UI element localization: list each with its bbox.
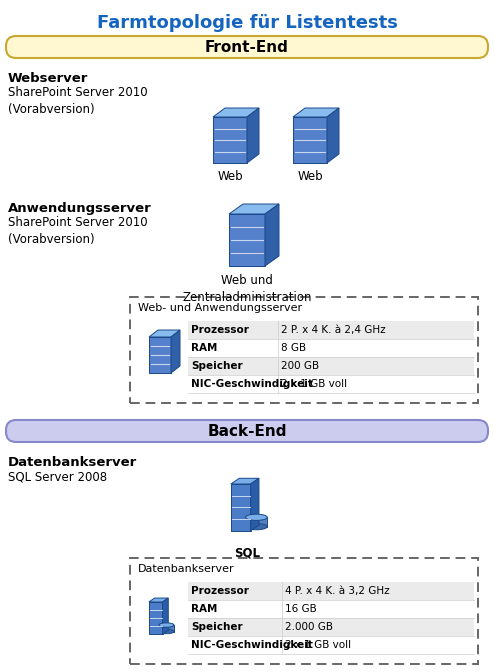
Text: RAM: RAM: [191, 343, 217, 353]
Polygon shape: [265, 204, 279, 266]
FancyBboxPatch shape: [188, 375, 474, 393]
Text: 2 x 1 GB voll: 2 x 1 GB voll: [285, 640, 351, 650]
Text: SQL: SQL: [234, 546, 260, 559]
Text: 8 GB: 8 GB: [281, 343, 306, 353]
Polygon shape: [231, 484, 250, 531]
Polygon shape: [250, 478, 259, 531]
Polygon shape: [149, 337, 171, 373]
Polygon shape: [293, 108, 339, 117]
Text: Web und
Zentraladministration: Web und Zentraladministration: [182, 274, 312, 304]
Polygon shape: [327, 108, 339, 163]
FancyBboxPatch shape: [188, 582, 474, 600]
Text: Speicher: Speicher: [191, 622, 243, 632]
Polygon shape: [231, 478, 259, 484]
Text: SQL Server 2008: SQL Server 2008: [8, 470, 107, 483]
Text: Web: Web: [217, 170, 243, 183]
Text: 16 GB: 16 GB: [285, 604, 317, 614]
Polygon shape: [246, 517, 267, 527]
FancyBboxPatch shape: [130, 297, 478, 403]
Ellipse shape: [159, 630, 174, 634]
Text: Prozessor: Prozessor: [191, 325, 249, 335]
FancyBboxPatch shape: [188, 636, 474, 654]
Text: 4 P. x 4 K. à 3,2 GHz: 4 P. x 4 K. à 3,2 GHz: [285, 586, 390, 596]
Polygon shape: [213, 108, 259, 117]
Text: NIC-Geschwindigkeit: NIC-Geschwindigkeit: [191, 379, 313, 389]
Text: SharePoint Server 2010
(Vorabversion): SharePoint Server 2010 (Vorabversion): [8, 216, 148, 246]
Polygon shape: [213, 117, 247, 163]
Text: Farmtopologie für Listentests: Farmtopologie für Listentests: [96, 14, 398, 32]
Text: 2 x 1 GB voll: 2 x 1 GB voll: [281, 379, 347, 389]
FancyBboxPatch shape: [188, 357, 474, 375]
Text: 200 GB: 200 GB: [281, 361, 319, 371]
Text: Web: Web: [297, 170, 323, 183]
Text: 2 P. x 4 K. à 2,4 GHz: 2 P. x 4 K. à 2,4 GHz: [281, 325, 386, 335]
Text: SharePoint Server 2010
(Vorabversion): SharePoint Server 2010 (Vorabversion): [8, 86, 148, 116]
Text: Back-End: Back-End: [207, 423, 287, 439]
Ellipse shape: [159, 623, 174, 627]
FancyBboxPatch shape: [130, 558, 478, 664]
Text: Prozessor: Prozessor: [191, 586, 249, 596]
Polygon shape: [149, 598, 168, 602]
Text: Datenbankserver: Datenbankserver: [138, 564, 235, 574]
Polygon shape: [149, 602, 163, 634]
FancyBboxPatch shape: [188, 339, 474, 357]
Ellipse shape: [246, 523, 267, 530]
FancyBboxPatch shape: [6, 36, 488, 58]
Polygon shape: [293, 117, 327, 163]
Text: RAM: RAM: [191, 604, 217, 614]
Polygon shape: [171, 330, 180, 373]
Polygon shape: [163, 598, 168, 634]
Polygon shape: [247, 108, 259, 163]
Text: Front-End: Front-End: [205, 40, 289, 54]
Polygon shape: [149, 330, 180, 337]
Polygon shape: [229, 214, 265, 266]
FancyBboxPatch shape: [188, 321, 474, 339]
Text: Datenbankserver: Datenbankserver: [8, 456, 137, 469]
Text: Web- und Anwendungsserver: Web- und Anwendungsserver: [138, 303, 302, 313]
FancyBboxPatch shape: [6, 420, 488, 442]
Text: 2.000 GB: 2.000 GB: [285, 622, 333, 632]
Text: NIC-Geschwindigkeit: NIC-Geschwindigkeit: [191, 640, 313, 650]
Text: Webserver: Webserver: [8, 72, 88, 85]
FancyBboxPatch shape: [188, 600, 474, 618]
Text: Speicher: Speicher: [191, 361, 243, 371]
Polygon shape: [229, 204, 279, 214]
Polygon shape: [159, 625, 174, 632]
Ellipse shape: [246, 514, 267, 520]
FancyBboxPatch shape: [188, 618, 474, 636]
Text: Anwendungsserver: Anwendungsserver: [8, 202, 152, 215]
